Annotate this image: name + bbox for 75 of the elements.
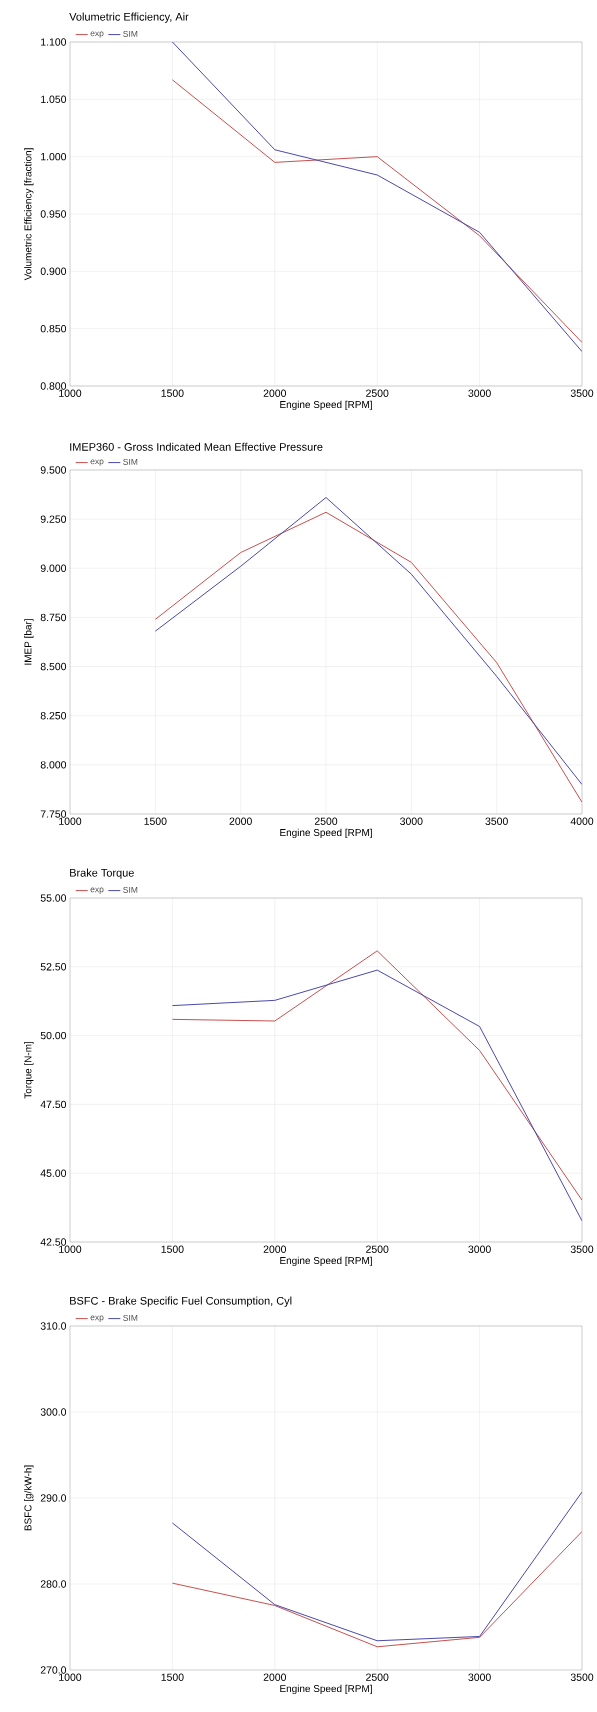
legend-label: exp <box>90 459 104 466</box>
y-tick-label: 0.850 <box>40 324 67 333</box>
y-tick-label: 45.00 <box>40 1169 67 1177</box>
y-tick-label: 0.900 <box>40 267 67 276</box>
x-tick-label: 2000 <box>229 817 252 825</box>
x-tick-label: 3500 <box>570 1673 594 1681</box>
y-tick-label: 7.750 <box>40 810 67 818</box>
y-tick-label: 8.250 <box>40 712 67 720</box>
x-tick-label: 3000 <box>468 389 491 397</box>
x-axis-title: Engine Speed [RPM] <box>280 1684 372 1695</box>
y-tick-label: 270.0 <box>40 1666 67 1674</box>
line-series <box>171 79 583 343</box>
y-tick-label: 8.000 <box>40 761 67 769</box>
x-tick-label: 2500 <box>366 1673 389 1681</box>
x-tick-label: 3500 <box>485 817 508 825</box>
y-tick-label: 47.50 <box>40 1100 67 1109</box>
chart-title: BSFC - Brake Specific Fuel Consumption, Cyl <box>70 1296 292 1307</box>
x-tick-label: 1500 <box>161 1245 184 1253</box>
legend-label: SIM <box>123 458 138 465</box>
x-tick-label: 3500 <box>570 389 594 397</box>
legend-label: exp <box>90 887 104 894</box>
line-series <box>171 1531 583 1648</box>
x-tick-label: 3500 <box>570 1245 594 1253</box>
x-tick-label: 1500 <box>161 389 184 397</box>
legend-label: exp <box>90 1315 104 1322</box>
y-tick-label: 55.00 <box>40 894 67 902</box>
y-tick-label: 1.000 <box>41 152 67 161</box>
y-tick-label: 8.500 <box>40 662 67 671</box>
legend-label: SIM <box>123 1314 138 1321</box>
x-tick-label: 3000 <box>468 1245 491 1253</box>
y-tick-label: 1.100 <box>41 38 67 46</box>
x-tick-label: 1000 <box>59 1673 82 1681</box>
x-tick-label: 1500 <box>161 1673 184 1681</box>
y-tick-label: 0.800 <box>40 382 67 390</box>
x-tick-label: 4000 <box>570 817 594 825</box>
y-tick-label: 290.0 <box>40 1494 67 1502</box>
y-tick-label: 50.00 <box>40 1031 67 1040</box>
y-tick-label: 52.50 <box>40 963 67 971</box>
y-tick-label: 310.0 <box>40 1322 67 1330</box>
y-tick-label: 42.50 <box>40 1238 67 1246</box>
line-series <box>171 1491 583 1642</box>
x-tick-label: 1500 <box>144 817 167 825</box>
y-axis-title: Volumetric Efficiency [fraction] <box>24 148 34 281</box>
legend-label: SIM <box>123 886 138 893</box>
legend-label: exp <box>90 31 104 38</box>
x-tick-label: 2500 <box>366 1245 389 1253</box>
legend-label: SIM <box>123 30 138 37</box>
x-tick-label: 3000 <box>468 1673 491 1681</box>
y-tick-label: 280.0 <box>40 1580 67 1588</box>
x-tick-label: 1000 <box>59 817 82 825</box>
x-tick-label: 2500 <box>366 389 389 397</box>
y-tick-label: 9.000 <box>40 564 67 572</box>
x-axis-title: Engine Speed [RPM] <box>280 1256 372 1267</box>
y-tick-label: 9.500 <box>40 466 67 474</box>
x-axis-title: Engine Speed [RPM] <box>280 828 372 839</box>
chart-title: Volumetric Efficiency, Air <box>69 12 189 23</box>
y-axis-title: Torque [N-m] <box>24 1041 34 1099</box>
y-axis-title: BSFC [g/kW-h] <box>24 1465 34 1531</box>
y-axis-title: IMEP [bar] <box>24 619 34 665</box>
line-series <box>171 41 583 353</box>
x-tick-label: 2000 <box>263 389 287 397</box>
chart-title: Brake Torque <box>70 868 134 879</box>
y-tick-label: 0.950 <box>40 210 67 218</box>
x-tick-label: 1000 <box>59 1245 82 1253</box>
y-tick-label: 300.0 <box>40 1408 67 1416</box>
x-tick-label: 1000 <box>59 389 82 397</box>
x-tick-label: 2000 <box>263 1245 287 1253</box>
x-tick-label: 3000 <box>400 817 423 825</box>
x-tick-label: 2500 <box>314 817 338 825</box>
x-tick-label: 2000 <box>263 1673 287 1681</box>
x-axis-title: Engine Speed [RPM] <box>280 400 372 411</box>
chart-title: IMEP360 - Gross Indicated Mean Effective Pressure <box>70 442 323 451</box>
y-tick-label: 1.050 <box>41 95 67 104</box>
y-tick-label: 8.750 <box>40 613 67 622</box>
y-tick-label: 9.250 <box>40 515 67 523</box>
